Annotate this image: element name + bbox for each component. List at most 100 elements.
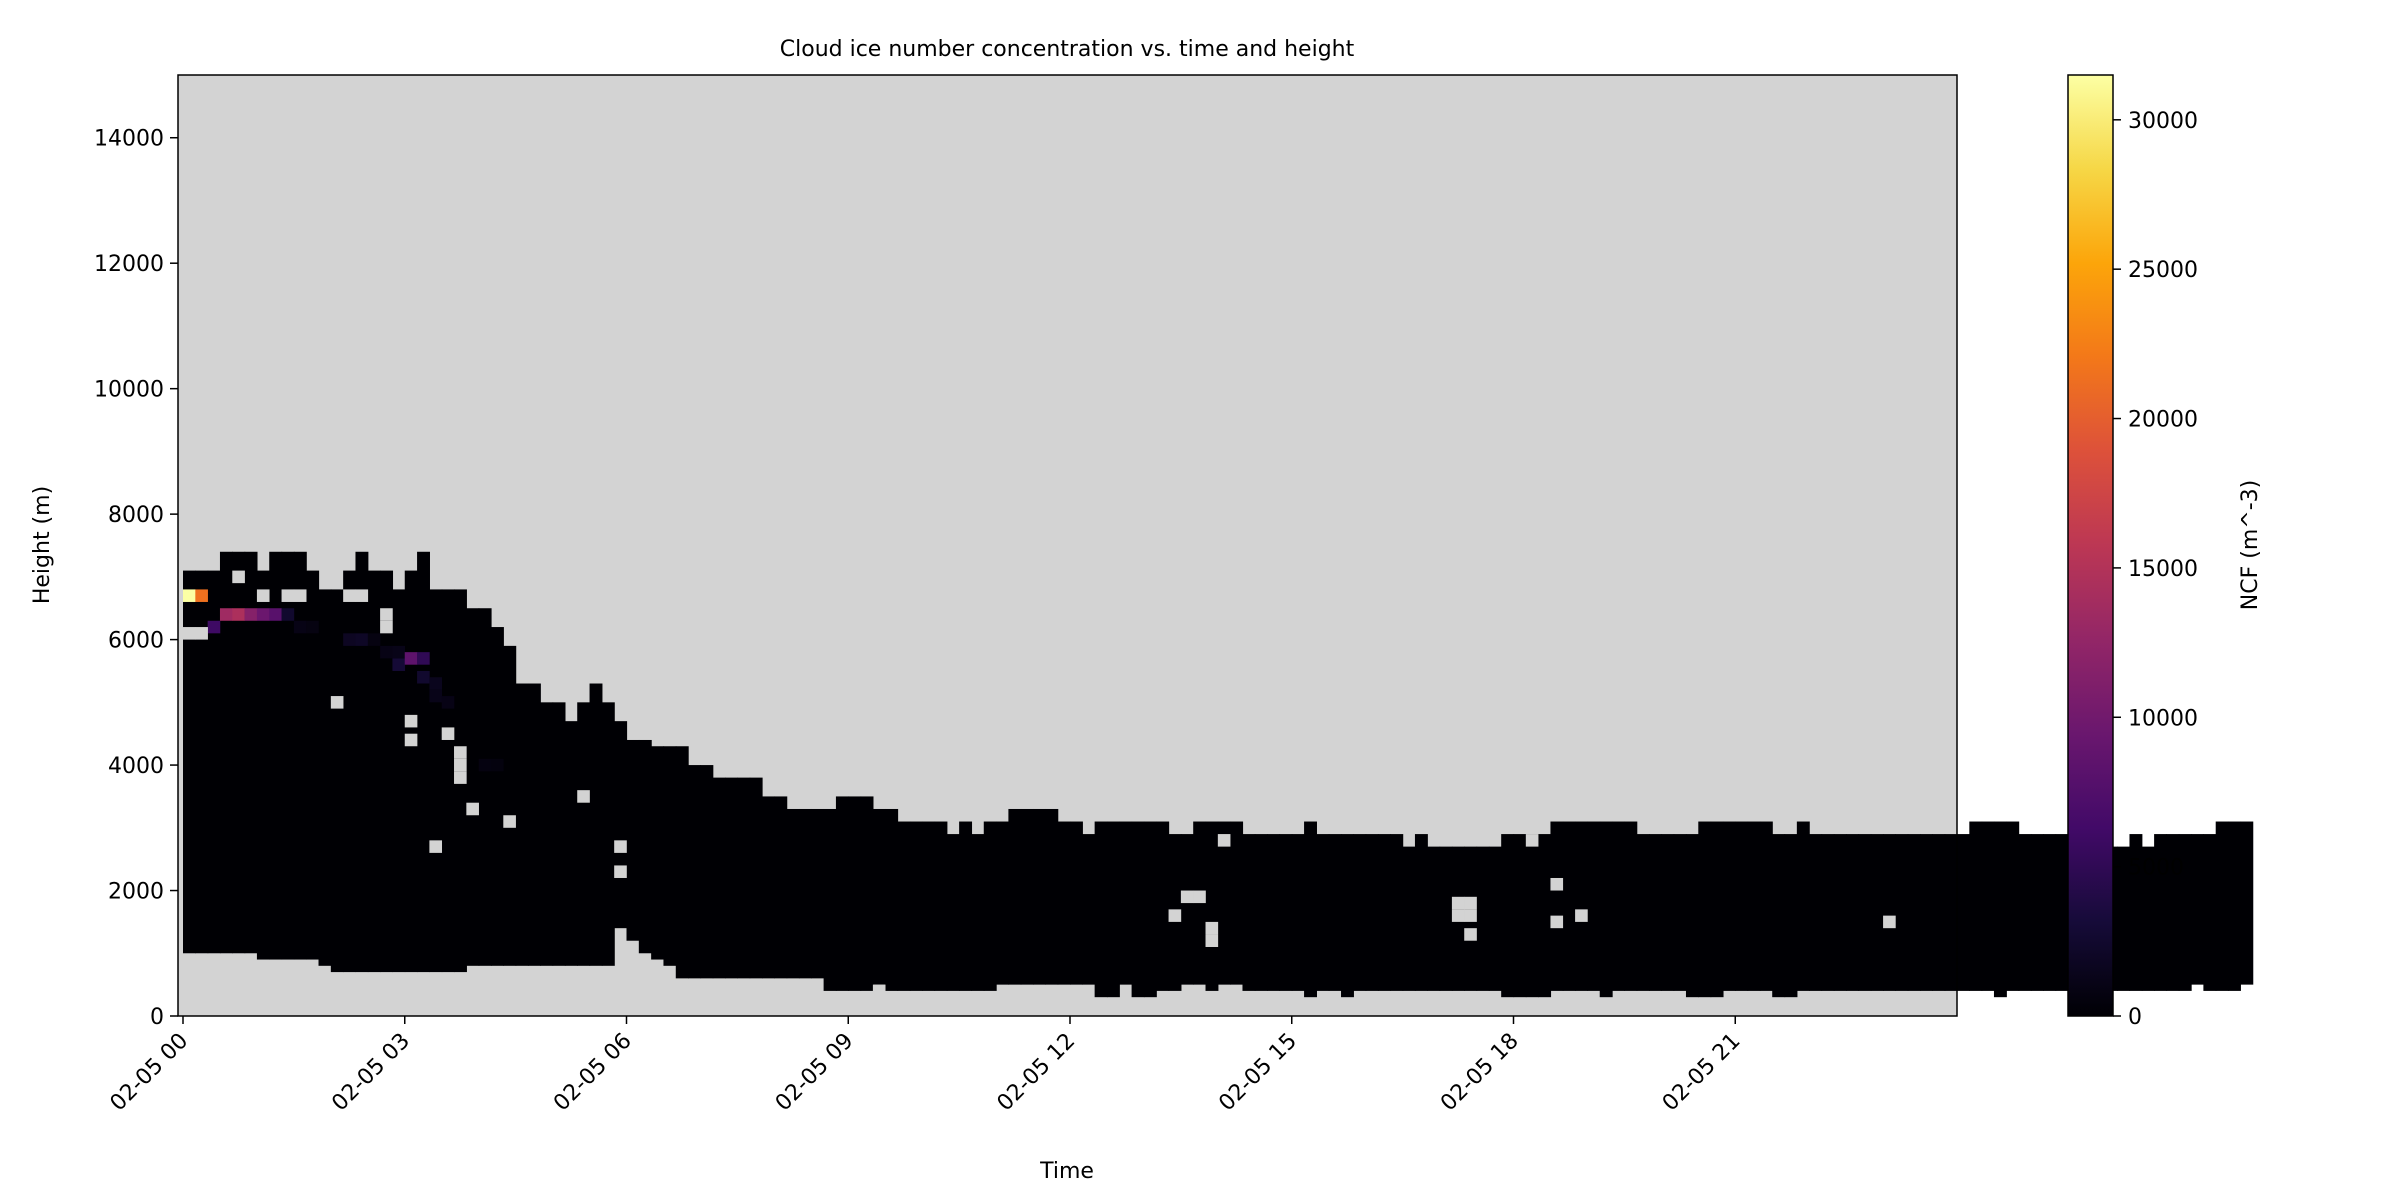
heatmap-column [2129,834,2143,991]
heatmap-column [441,589,455,973]
heatmap-gap [1464,909,1477,922]
heatmap-column [786,808,800,979]
heatmap-gap [256,589,270,602]
heatmap-column [1205,821,1219,991]
heatmap-column [404,570,418,973]
heatmap-column [392,589,406,973]
heatmap-gap [380,620,393,634]
heatmap-gap [404,714,418,728]
y-axis-label: Height (m) [30,486,55,604]
heatmap-column [1020,808,1034,985]
heatmap-cell [380,645,393,659]
heatmap-column [1562,821,1576,991]
colorbar-tick-label: 15000 [2128,557,2198,582]
heatmap-column [1328,834,1342,991]
colorbar-tick-label: 25000 [2128,258,2198,283]
heatmap-gap [1451,909,1465,922]
heatmap-gap [1550,877,1564,891]
heatmap-cell [232,608,245,621]
heatmap-column [195,570,209,954]
heatmap-column [1636,834,1650,991]
y-tick-label: 12000 [94,252,164,277]
heatmap-cell [478,758,492,772]
heatmap-column [1267,834,1281,991]
heatmap-column [1772,834,1786,998]
heatmap-column [909,821,923,991]
heatmap-column [527,683,541,966]
heatmap-column [1390,834,1404,991]
heatmap-column [1661,834,1675,991]
heatmap-column [552,702,566,966]
heatmap-column [2228,821,2241,991]
heatmap-column [1143,821,1157,998]
heatmap-gap [355,589,369,602]
heatmap-column [1796,821,1810,991]
heatmap-column [1599,821,1613,998]
heatmap-column [1759,821,1773,991]
heatmap-column [1587,821,1601,991]
heatmap-column [1550,821,1564,991]
heatmap-column [885,808,899,991]
heatmap-cell [429,677,443,690]
heatmap-column [1414,834,1428,991]
heatmap-gap [614,865,627,878]
heatmap-column [996,821,1010,985]
heatmap-column [2154,834,2168,991]
heatmap-column [1957,834,1970,991]
heatmap-column [1538,834,1552,998]
heatmap-cell [355,633,369,646]
heatmap-column [1057,821,1071,985]
heatmap-column [2117,846,2131,991]
heatmap-column [675,746,689,979]
plot-frame [177,74,1958,1017]
plot-area [177,74,2254,1017]
colorbar-tick-label: 0 [2128,1005,2142,1030]
heatmap-column [478,608,492,966]
heatmap-cell [244,608,258,621]
heatmap-column [1895,834,1909,991]
heatmap-column [2240,821,2254,985]
heatmap-column [2191,834,2204,985]
heatmap-column [922,821,936,991]
heatmap-column [355,551,369,973]
heatmap-column [638,739,652,954]
heatmap-column [367,570,381,973]
heatmap-gap [441,727,455,740]
y-tick-label: 2000 [108,880,164,905]
heatmap-gap [577,790,590,803]
heatmap-column [2178,834,2192,991]
heatmap-gap [454,771,467,784]
heatmap-column [232,551,246,954]
heatmap-column [466,608,480,966]
heatmap-column [1846,834,1860,991]
heatmap-column [2018,834,2032,991]
heatmap-gap [380,608,393,621]
x-tick-label: 02-05 03 [327,1029,415,1117]
x-tick-label: 02-05 21 [1658,1029,1746,1117]
heatmap-column [1525,834,1539,998]
heatmap-column [1353,834,1367,991]
x-tick-label: 02-05 09 [771,1029,859,1117]
heatmap-column [1969,821,1983,991]
heatmap-cell [281,608,295,621]
heatmap-column [712,777,726,979]
heatmap-column [1944,834,1958,991]
heatmap-column [749,777,763,979]
heatmap-column [1710,821,1724,998]
heatmap-gap [1550,915,1564,929]
heatmap-column [663,746,677,966]
heatmap-column [737,777,751,979]
heatmap-column [1242,834,1256,991]
heatmap-gap [503,815,516,828]
x-tick-label: 02-05 15 [1214,1029,1302,1117]
heatmap-column [293,551,307,960]
heatmap-gap [183,627,196,640]
heatmap-column [490,627,504,966]
heatmap-gap [1205,934,1219,947]
colorbar-tick-label: 20000 [2128,408,2198,433]
heatmap-column [1833,834,1847,991]
heatmap-cell [219,608,233,621]
heatmap-column [1033,808,1046,985]
heatmap-gap [293,589,307,602]
heatmap-cell [207,620,221,634]
